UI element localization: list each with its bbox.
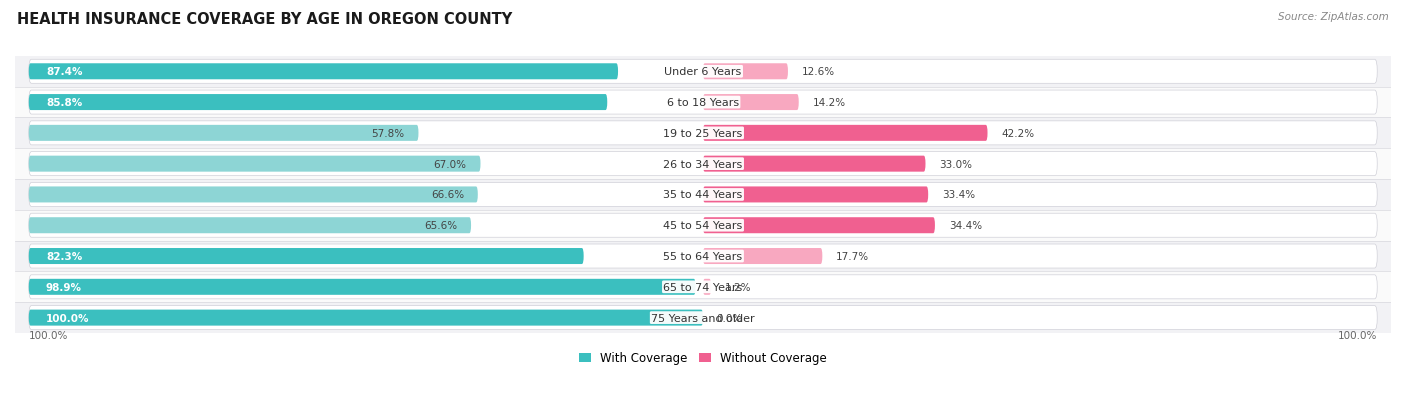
Text: 66.6%: 66.6% bbox=[430, 190, 464, 200]
FancyBboxPatch shape bbox=[28, 306, 1378, 330]
FancyBboxPatch shape bbox=[703, 64, 787, 80]
FancyBboxPatch shape bbox=[28, 91, 1378, 115]
Text: Source: ZipAtlas.com: Source: ZipAtlas.com bbox=[1278, 12, 1389, 22]
Legend: With Coverage, Without Coverage: With Coverage, Without Coverage bbox=[574, 347, 832, 369]
Text: 85.8%: 85.8% bbox=[46, 98, 82, 108]
Text: 34.4%: 34.4% bbox=[949, 221, 981, 231]
Bar bbox=[15, 272, 1391, 302]
FancyBboxPatch shape bbox=[703, 187, 928, 203]
Text: Under 6 Years: Under 6 Years bbox=[665, 67, 741, 77]
FancyBboxPatch shape bbox=[28, 248, 583, 264]
Text: 82.3%: 82.3% bbox=[46, 252, 82, 261]
Text: HEALTH INSURANCE COVERAGE BY AGE IN OREGON COUNTY: HEALTH INSURANCE COVERAGE BY AGE IN OREG… bbox=[17, 12, 512, 27]
Text: 45 to 54 Years: 45 to 54 Years bbox=[664, 221, 742, 231]
FancyBboxPatch shape bbox=[28, 310, 703, 326]
FancyBboxPatch shape bbox=[28, 64, 619, 80]
Text: 98.9%: 98.9% bbox=[46, 282, 82, 292]
FancyBboxPatch shape bbox=[703, 218, 935, 234]
FancyBboxPatch shape bbox=[28, 95, 607, 111]
Text: 12.6%: 12.6% bbox=[801, 67, 835, 77]
FancyBboxPatch shape bbox=[28, 152, 1378, 176]
Text: 65 to 74 Years: 65 to 74 Years bbox=[664, 282, 742, 292]
Text: 65.6%: 65.6% bbox=[425, 221, 457, 231]
Text: 14.2%: 14.2% bbox=[813, 98, 845, 108]
Text: 57.8%: 57.8% bbox=[371, 128, 405, 138]
FancyBboxPatch shape bbox=[28, 187, 478, 203]
FancyBboxPatch shape bbox=[703, 248, 823, 264]
Bar bbox=[15, 118, 1391, 149]
Text: 42.2%: 42.2% bbox=[1001, 128, 1035, 138]
Text: 100.0%: 100.0% bbox=[1339, 331, 1378, 341]
Text: 26 to 34 Years: 26 to 34 Years bbox=[664, 159, 742, 169]
Bar bbox=[15, 88, 1391, 118]
Text: 67.0%: 67.0% bbox=[433, 159, 467, 169]
Text: 87.4%: 87.4% bbox=[46, 67, 83, 77]
Text: 17.7%: 17.7% bbox=[837, 252, 869, 261]
Text: 33.0%: 33.0% bbox=[939, 159, 973, 169]
Text: 55 to 64 Years: 55 to 64 Years bbox=[664, 252, 742, 261]
FancyBboxPatch shape bbox=[28, 214, 1378, 237]
Bar bbox=[15, 241, 1391, 272]
FancyBboxPatch shape bbox=[28, 60, 1378, 84]
FancyBboxPatch shape bbox=[28, 156, 481, 172]
FancyBboxPatch shape bbox=[703, 156, 925, 172]
Bar bbox=[15, 210, 1391, 241]
FancyBboxPatch shape bbox=[703, 126, 987, 142]
Text: 6 to 18 Years: 6 to 18 Years bbox=[666, 98, 740, 108]
Text: 33.4%: 33.4% bbox=[942, 190, 976, 200]
Text: 35 to 44 Years: 35 to 44 Years bbox=[664, 190, 742, 200]
Text: 75 Years and older: 75 Years and older bbox=[651, 313, 755, 323]
Bar bbox=[15, 57, 1391, 88]
Bar bbox=[15, 149, 1391, 180]
Text: 100.0%: 100.0% bbox=[46, 313, 90, 323]
FancyBboxPatch shape bbox=[28, 121, 1378, 145]
FancyBboxPatch shape bbox=[703, 279, 711, 295]
Bar bbox=[15, 180, 1391, 210]
FancyBboxPatch shape bbox=[28, 183, 1378, 207]
Text: 100.0%: 100.0% bbox=[28, 331, 67, 341]
FancyBboxPatch shape bbox=[28, 244, 1378, 268]
FancyBboxPatch shape bbox=[28, 218, 471, 234]
FancyBboxPatch shape bbox=[28, 275, 1378, 299]
FancyBboxPatch shape bbox=[28, 126, 419, 142]
Text: 0.0%: 0.0% bbox=[717, 313, 742, 323]
Bar bbox=[15, 302, 1391, 333]
FancyBboxPatch shape bbox=[703, 95, 799, 111]
FancyBboxPatch shape bbox=[28, 279, 696, 295]
Text: 1.2%: 1.2% bbox=[725, 282, 751, 292]
Text: 19 to 25 Years: 19 to 25 Years bbox=[664, 128, 742, 138]
